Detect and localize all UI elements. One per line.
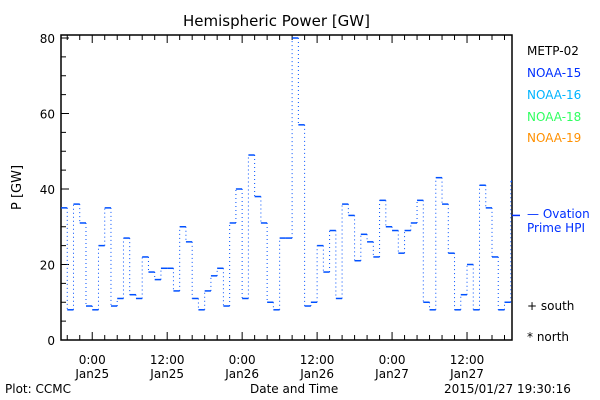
x-tick-time: 0:00	[379, 353, 406, 367]
x-tick-time: 12:00	[450, 353, 485, 367]
plot-frame	[60, 34, 513, 341]
x-tick-date: Jan26	[299, 367, 334, 381]
legend-noaa15: NOAA-15	[527, 66, 582, 80]
ovation-label-2: Prime HPI	[527, 221, 585, 235]
y-tick-label: 40	[40, 183, 55, 197]
x-tick-date: Jan25	[149, 367, 184, 381]
legend-noaa19: NOAA-19	[527, 131, 582, 145]
y-tick-label: 80	[40, 32, 55, 46]
y-tick-label: 0	[47, 334, 55, 348]
x-tick-time: 12:00	[300, 353, 335, 367]
legend-noaa16: NOAA-16	[527, 88, 582, 102]
footer-timestamp: 2015/01/27 19:30:16	[444, 382, 571, 396]
y-tick-label: 60	[40, 108, 55, 122]
x-axis-label: Date and Time	[250, 382, 339, 396]
legend-metp02: METP-02	[527, 44, 579, 58]
south-label: + south	[527, 299, 575, 313]
x-tick-time: 0:00	[79, 353, 106, 367]
x-tick-date: Jan27	[374, 367, 409, 381]
x-tick-date: Jan26	[224, 367, 259, 381]
legend-noaa18: NOAA-18	[527, 110, 582, 124]
y-axis-label: P [GW]	[10, 164, 26, 211]
x-tick-time: 12:00	[150, 353, 185, 367]
x-tick-time: 0:00	[229, 353, 256, 367]
ovation-label-1: — Ovation	[527, 207, 590, 221]
x-tick-date: Jan25	[74, 367, 109, 381]
chart-title: Hemispheric Power [GW]	[183, 12, 370, 30]
north-label: * north	[527, 330, 570, 344]
y-tick-label: 20	[40, 259, 55, 273]
footer-left: Plot: CCMC	[5, 382, 71, 396]
x-tick-date: Jan27	[449, 367, 484, 381]
